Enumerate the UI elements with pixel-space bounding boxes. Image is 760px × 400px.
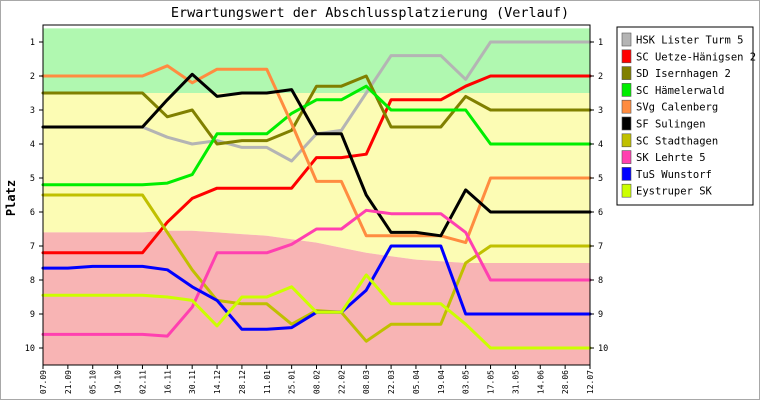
y-tick-label-right: 7 xyxy=(598,242,603,252)
legend-label: SK Lehrte 5 xyxy=(636,152,706,164)
y-tick-label-right: 6 xyxy=(598,208,603,218)
y-tick-label: 2 xyxy=(30,72,35,82)
y-tick-label: 1 xyxy=(30,38,35,48)
x-tick-label: 25.01 xyxy=(288,370,297,394)
x-tick-label: 31.05 xyxy=(511,370,520,394)
y-tick-label-right: 4 xyxy=(598,140,603,150)
x-tick-label: 19.10 xyxy=(114,370,123,394)
y-tick-label: 6 xyxy=(30,208,35,218)
y-axis-left: 1 2 3 4 5 6 7 8 9 10 xyxy=(25,38,43,354)
y-axis-label: Platz xyxy=(4,180,18,216)
x-tick-label: 08.02 xyxy=(313,370,322,394)
legend-label: SC Stadthagen xyxy=(636,135,718,147)
legend: HSK Lister Turm 5 SC Uetze-Hänigsen 2 SD I… xyxy=(616,26,756,206)
x-tick-label: 28.06 xyxy=(561,370,570,394)
x-tick-label: 21.09 xyxy=(64,370,73,394)
series-line-sc-h-melerwald xyxy=(41,84,592,187)
y-tick-label: 9 xyxy=(30,310,35,320)
legend-label: Eystruper SK xyxy=(636,186,713,198)
legend-swatch xyxy=(621,183,632,198)
y-tick-label: 3 xyxy=(30,106,35,116)
legend-label: SVg Calenberg xyxy=(636,102,718,114)
legend-label: SF Sulingen xyxy=(636,119,706,131)
x-tick-label: 07.09 xyxy=(39,370,48,394)
legend-box xyxy=(616,26,754,206)
legend-swatch xyxy=(621,32,632,47)
series-line-sd-isernhagen-2 xyxy=(41,74,592,146)
x-axis: 07.09 21.09 05.10 19.10 02.11 16.11 30.11 14.12… xyxy=(39,365,595,394)
x-tick-label: 28.12 xyxy=(238,370,247,394)
y-axis-right: 1 2 3 4 5 6 7 8 9 10 xyxy=(590,38,608,354)
x-tick-label: 22.03 xyxy=(387,370,396,394)
y-tick-label-right: 10 xyxy=(598,344,608,354)
y-tick-label: 10 xyxy=(25,344,35,354)
series-line-eystruper-sk xyxy=(41,273,592,350)
y-tick-label: 4 xyxy=(30,140,35,150)
band-promotion xyxy=(43,28,590,93)
series-line-svg-calenberg xyxy=(41,64,592,245)
y-tick-label: 7 xyxy=(30,242,35,252)
x-tick-label: 05.04 xyxy=(412,370,421,394)
y-tick-label-right: 5 xyxy=(598,174,603,184)
legend-swatch xyxy=(621,99,632,114)
x-tick-label: 12.07 xyxy=(586,370,595,394)
x-tick-label: 11.01 xyxy=(263,370,272,394)
x-tick-label: 05.10 xyxy=(89,370,98,394)
legend-swatch xyxy=(621,150,632,164)
x-tick-label: 14.12 xyxy=(213,370,222,394)
series-line-sc-uetze-h-nigsen-2 xyxy=(41,74,592,255)
x-tick-label: 08.03 xyxy=(362,370,371,394)
legend-label: SD Isernhagen 2 xyxy=(636,68,731,80)
band-relegation xyxy=(43,230,590,365)
series-line-sk-lehrte-5 xyxy=(41,208,592,338)
legend-label: HSK Lister Turm 5 xyxy=(636,35,743,47)
y-tick-label-right: 2 xyxy=(598,72,603,82)
legend-swatch xyxy=(621,49,632,64)
legend-swatch xyxy=(621,83,632,97)
series-line-sf-sulingen xyxy=(41,72,592,238)
legend-swatch xyxy=(621,66,632,80)
x-tick-label: 16.11 xyxy=(163,370,172,394)
x-tick-label: 02.11 xyxy=(138,370,147,394)
chart-title: Erwartungswert der Abschlussplatzierung … xyxy=(171,5,569,21)
legend-label: TuS Wunstorf xyxy=(636,169,712,181)
x-tick-label: 19.04 xyxy=(437,370,446,394)
y-tick-label: 5 xyxy=(30,174,35,184)
legend-label: SC Uetze-Hänigsen 2 xyxy=(636,51,756,63)
y-tick-label: 8 xyxy=(30,276,35,286)
legend-label: SC Hämelerwald xyxy=(636,85,725,97)
y-tick-label-right: 1 xyxy=(598,38,603,48)
legend-swatch xyxy=(621,116,632,131)
x-tick-label: 03.05 xyxy=(462,370,471,394)
x-tick-label: 14.06 xyxy=(536,370,545,394)
x-tick-label: 22.02 xyxy=(337,370,346,394)
x-tick-label: 17.05 xyxy=(487,370,496,394)
x-tick-label: 30.11 xyxy=(188,370,197,394)
legend-swatch xyxy=(621,167,632,181)
series-lines xyxy=(41,40,592,350)
y-tick-label-right: 3 xyxy=(598,106,603,116)
y-tick-label-right: 9 xyxy=(598,310,603,320)
y-tick-label-right: 8 xyxy=(598,276,603,286)
legend-swatch xyxy=(621,133,632,148)
